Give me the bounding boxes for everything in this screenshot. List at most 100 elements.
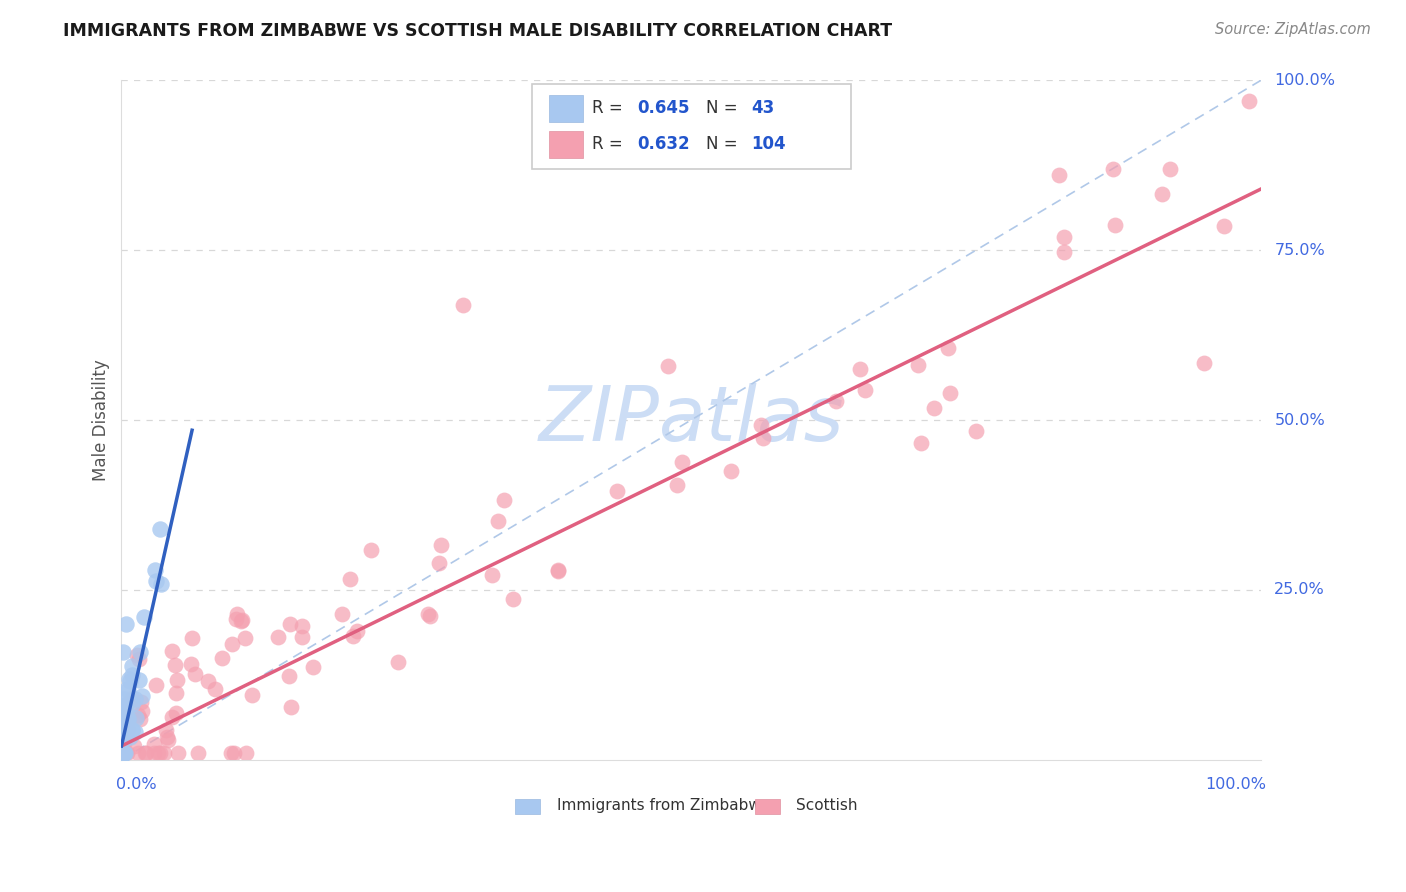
- Text: ZIPatlas: ZIPatlas: [538, 383, 844, 457]
- Point: [127, 746, 149, 760]
- Point: [127, 708, 149, 723]
- Point: [332, 607, 354, 621]
- Text: N =: N =: [706, 136, 742, 153]
- Point: [156, 730, 179, 744]
- Point: [112, 645, 135, 659]
- Point: [111, 704, 134, 718]
- Point: [1194, 356, 1216, 370]
- Point: [131, 695, 153, 709]
- Point: [360, 543, 382, 558]
- Point: [665, 478, 688, 492]
- Point: [488, 514, 510, 528]
- Point: [143, 563, 166, 577]
- Text: 0.645: 0.645: [637, 99, 690, 118]
- Point: [112, 694, 135, 708]
- Bar: [548, 95, 583, 122]
- Point: [117, 712, 139, 726]
- Point: [226, 607, 249, 621]
- Point: [118, 673, 141, 687]
- Point: [129, 644, 152, 658]
- Point: [142, 746, 165, 760]
- Point: [112, 731, 135, 746]
- Point: [224, 746, 246, 760]
- Point: [131, 689, 153, 703]
- Point: [429, 538, 451, 552]
- Point: [1239, 94, 1261, 108]
- Point: [1053, 229, 1076, 244]
- Point: [157, 733, 180, 747]
- Point: [121, 659, 143, 673]
- Point: [122, 739, 145, 754]
- Point: [118, 673, 141, 688]
- Point: [221, 637, 243, 651]
- Point: [128, 652, 150, 666]
- Point: [149, 522, 172, 536]
- Point: [145, 574, 167, 588]
- Text: 0.632: 0.632: [637, 136, 690, 153]
- Point: [111, 724, 134, 739]
- Point: [115, 746, 138, 760]
- Point: [1104, 218, 1126, 232]
- Point: [149, 746, 172, 760]
- Point: [131, 705, 153, 719]
- Point: [134, 609, 156, 624]
- Point: [115, 722, 138, 736]
- Text: 43: 43: [751, 99, 775, 118]
- Text: 100.0%: 100.0%: [1205, 777, 1267, 791]
- Point: [416, 607, 439, 621]
- Point: [142, 737, 165, 751]
- Text: 0.0%: 0.0%: [115, 777, 156, 791]
- Point: [1047, 168, 1070, 182]
- Point: [153, 746, 176, 760]
- Point: [112, 746, 135, 760]
- Point: [125, 648, 148, 662]
- Point: [225, 612, 247, 626]
- Point: [150, 577, 173, 591]
- Point: [135, 746, 157, 760]
- Point: [121, 668, 143, 682]
- Point: [117, 682, 139, 697]
- Point: [121, 723, 143, 737]
- Point: [339, 572, 361, 586]
- Point: [910, 436, 932, 450]
- Point: [112, 724, 135, 739]
- Point: [547, 563, 569, 577]
- Point: [114, 746, 136, 760]
- Point: [124, 724, 146, 739]
- Text: 100.0%: 100.0%: [1274, 73, 1336, 88]
- Point: [231, 613, 253, 627]
- Point: [342, 629, 364, 643]
- Point: [111, 746, 134, 760]
- Point: [267, 630, 290, 644]
- Text: 104: 104: [751, 136, 786, 153]
- Point: [240, 688, 263, 702]
- Point: [124, 692, 146, 706]
- Bar: [516, 799, 540, 814]
- Bar: [755, 799, 780, 814]
- Point: [233, 632, 256, 646]
- Point: [235, 746, 257, 760]
- FancyBboxPatch shape: [531, 84, 851, 169]
- Point: [128, 712, 150, 726]
- Point: [291, 630, 314, 644]
- Point: [121, 697, 143, 711]
- Point: [114, 617, 136, 632]
- Text: Source: ZipAtlas.com: Source: ZipAtlas.com: [1215, 22, 1371, 37]
- Point: [1150, 187, 1173, 202]
- Point: [112, 746, 135, 760]
- Point: [419, 609, 441, 624]
- Point: [1052, 244, 1074, 259]
- Point: [280, 699, 302, 714]
- Point: [197, 673, 219, 688]
- Text: Immigrants from Zimbabwe: Immigrants from Zimbabwe: [557, 798, 770, 814]
- Point: [387, 655, 409, 669]
- Point: [117, 696, 139, 710]
- Point: [117, 711, 139, 725]
- Point: [855, 383, 877, 397]
- Point: [111, 698, 134, 713]
- Point: [114, 698, 136, 713]
- Point: [125, 711, 148, 725]
- Point: [111, 746, 134, 760]
- Text: N =: N =: [706, 99, 742, 118]
- Point: [229, 615, 252, 629]
